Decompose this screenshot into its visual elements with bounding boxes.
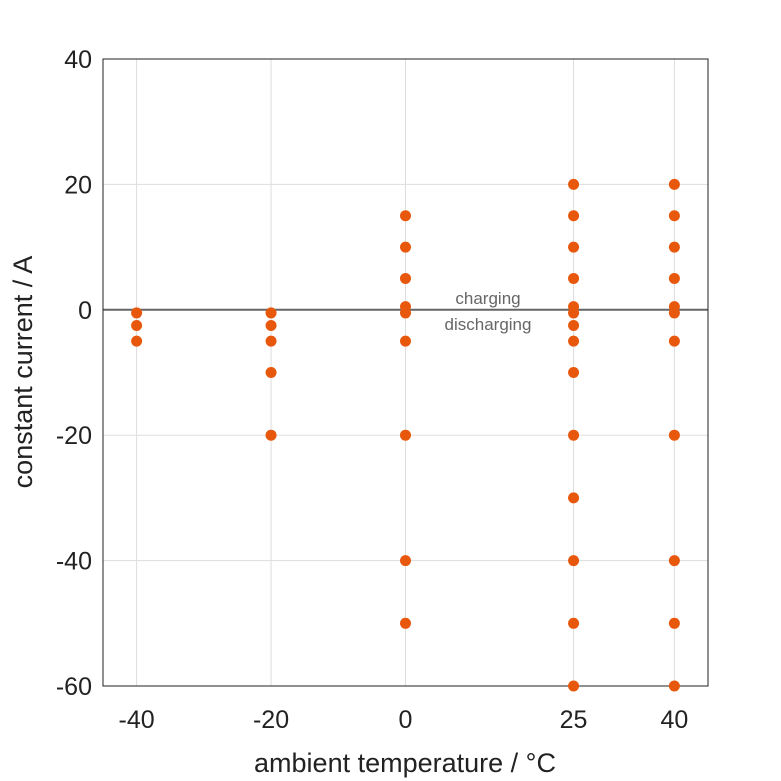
data-point [668, 241, 680, 253]
data-point [568, 617, 580, 629]
y-tick-label: -20 [56, 422, 92, 450]
data-point [131, 335, 143, 347]
data-point [568, 680, 580, 692]
annotation-discharging: discharging [445, 315, 532, 334]
data-point [400, 617, 411, 629]
data-point [265, 307, 277, 319]
data-point [400, 555, 411, 567]
data-point [668, 307, 680, 319]
data-point [668, 617, 680, 629]
x-tick-label: 25 [560, 706, 588, 734]
x-tick-label: -20 [253, 706, 289, 734]
y-tick-label: 0 [78, 297, 92, 325]
data-point [668, 555, 680, 567]
y-axis-label: constant current / A [8, 256, 38, 489]
x-axis-label: ambient temperature / °C [254, 748, 556, 778]
data-point [400, 272, 411, 284]
data-point [131, 319, 143, 331]
data-point [400, 335, 411, 347]
data-point [265, 367, 277, 378]
data-point [265, 335, 277, 347]
y-tick-label: 40 [64, 46, 92, 74]
data-point [568, 492, 580, 504]
plot-frame [102, 58, 709, 687]
data-point [668, 429, 680, 441]
data-point [400, 241, 411, 253]
data-point [568, 307, 580, 319]
data-point [668, 272, 680, 284]
data-point [568, 367, 580, 378]
data-point [668, 335, 680, 347]
data-point [568, 272, 580, 284]
y-tick-label: -60 [56, 673, 92, 701]
data-point [568, 555, 580, 567]
data-point [568, 210, 580, 222]
y-tick-label: -40 [56, 548, 92, 576]
data-point [568, 241, 580, 253]
y-tick-label: 20 [64, 171, 92, 199]
data-point [568, 319, 580, 331]
data-point [400, 307, 411, 319]
data-point [265, 429, 277, 441]
annotation-charging: charging [455, 289, 520, 308]
data-point [400, 210, 411, 222]
data-point [568, 335, 580, 347]
data-point [131, 307, 143, 319]
data-point [568, 178, 580, 190]
data-point [265, 319, 277, 331]
data-point [400, 429, 411, 441]
x-tick-label: 0 [399, 706, 413, 734]
data-point [668, 210, 680, 222]
data-point [668, 178, 680, 190]
data-point [668, 680, 680, 692]
data-point [568, 429, 580, 441]
x-tick-label: 40 [660, 706, 688, 734]
x-tick-label: -40 [119, 706, 155, 734]
